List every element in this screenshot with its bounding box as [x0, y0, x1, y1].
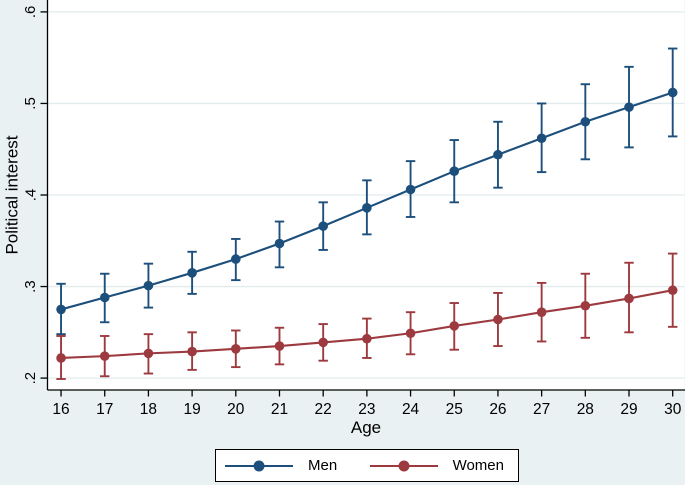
- data-point-women-24: [405, 328, 416, 339]
- series-women: [56, 252, 678, 380]
- x-tick-label: 24: [402, 401, 420, 418]
- y-tick-label: .6: [22, 6, 39, 19]
- data-point-men-29: [624, 102, 634, 112]
- data-point-women-23: [362, 333, 372, 344]
- y-tick-label: .3: [22, 280, 39, 293]
- x-tick-label: 27: [533, 401, 550, 418]
- data-point-men-22: [318, 221, 328, 231]
- legend-item-men: Men: [225, 457, 337, 474]
- x-tick-label: 20: [227, 401, 245, 418]
- x-tick-label: 22: [315, 401, 332, 418]
- data-point-men-19: [187, 268, 197, 278]
- data-point-women-17: [99, 351, 110, 361]
- x-tick-label: 29: [620, 401, 637, 418]
- data-point-women-27: [536, 307, 547, 317]
- x-tick-label: 19: [183, 401, 200, 418]
- data-point-men-17: [99, 292, 110, 303]
- x-tick-label: 16: [52, 401, 69, 418]
- x-axis-title: Age: [350, 418, 382, 437]
- y-tick-label: .4: [22, 189, 39, 202]
- x-tick-label: 23: [358, 401, 375, 418]
- series-men: [56, 47, 678, 336]
- data-point-women-20: [231, 344, 241, 354]
- data-point-women-26: [493, 314, 503, 325]
- x-tick-label: 25: [446, 401, 463, 418]
- data-point-men-27: [536, 133, 547, 144]
- data-point-men-26: [493, 149, 503, 160]
- data-point-men-18: [143, 280, 154, 291]
- y-tick-label: .2: [22, 372, 39, 385]
- legend-label-men: Men: [308, 457, 338, 474]
- data-point-women-25: [449, 321, 460, 331]
- data-point-women-29: [624, 293, 634, 304]
- x-tick-label: 18: [140, 401, 157, 418]
- x-tick-label: 17: [96, 401, 113, 418]
- data-point-women-21: [274, 341, 285, 351]
- data-point-men-20: [231, 254, 241, 264]
- data-point-men-21: [274, 238, 285, 249]
- women-line-marker-icon: [369, 460, 438, 471]
- x-tick-label: 26: [489, 401, 506, 418]
- data-point-men-30: [667, 87, 678, 98]
- legend-item-women: Women: [369, 457, 504, 474]
- data-point-women-22: [318, 337, 328, 348]
- data-point-women-16: [56, 353, 66, 363]
- data-point-women-30: [667, 285, 678, 296]
- x-tick-label: 21: [271, 401, 288, 418]
- men-line-marker-icon: [225, 460, 293, 471]
- data-point-men-28: [580, 116, 591, 127]
- data-point-women-19: [187, 346, 197, 357]
- x-tick-label: 30: [664, 401, 682, 418]
- legend: Men Women: [215, 449, 519, 482]
- data-point-men-25: [449, 166, 460, 176]
- legend-label-women: Women: [452, 457, 504, 474]
- y-tick-label: .5: [22, 97, 39, 110]
- x-tick-label: 28: [577, 401, 594, 418]
- data-point-women-28: [580, 300, 591, 311]
- data-point-men-16: [56, 304, 66, 315]
- data-point-men-23: [362, 203, 372, 213]
- data-point-women-18: [143, 348, 154, 359]
- data-point-men-24: [405, 184, 416, 195]
